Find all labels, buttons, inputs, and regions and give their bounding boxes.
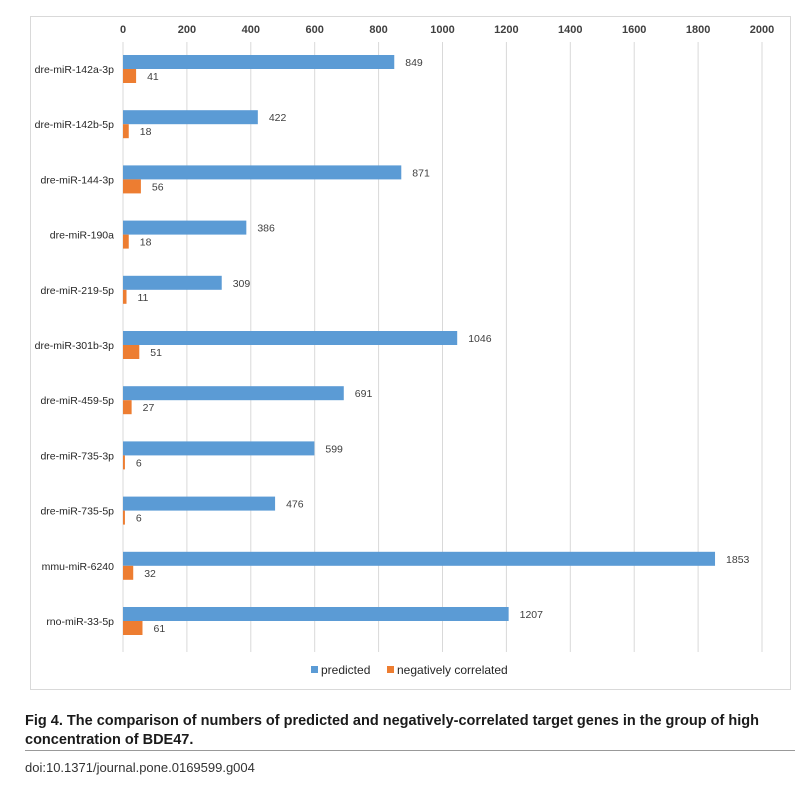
bar-predicted (123, 331, 458, 345)
data-labels: 849 41 422 18 871 56 386 18 309 11 1046 51 691 27 599 6… (136, 57, 750, 635)
category-label: dre-miR-735-3p (40, 450, 114, 462)
x-tick-label: 1800 (686, 24, 710, 36)
category-label: dre-miR-735-5p (40, 506, 114, 518)
bar-predicted (123, 607, 509, 621)
x-tick-label: 1600 (622, 24, 646, 36)
x-tick-label: 600 (306, 24, 324, 36)
x-tick-label: 1400 (558, 24, 582, 36)
bar-predicted (123, 110, 258, 125)
data-label: 27 (143, 402, 155, 414)
category-label: dre-miR-190a (50, 230, 114, 242)
data-label: 309 (233, 278, 251, 290)
bar-negatively-correlated (123, 510, 125, 525)
category-label: mmu-miR-6240 (42, 561, 115, 573)
gridlines (122, 42, 763, 652)
bars (123, 55, 716, 635)
category-labels: dre-miR-142a-3p dre-miR-142b-5p dre-miR-14… (35, 64, 115, 628)
data-label: 18 (140, 237, 152, 249)
legend-swatch-negatively-correlated (387, 666, 394, 673)
x-tick-label: 800 (369, 24, 387, 36)
data-label: 1853 (726, 554, 750, 566)
bar-negatively-correlated (123, 455, 125, 470)
data-label: 41 (147, 71, 159, 83)
doi-text: doi:10.1371/journal.pone.0169599.g004 (25, 760, 255, 775)
x-tick-label: 0 (120, 24, 126, 36)
x-tick-label: 400 (242, 24, 260, 36)
bar-predicted (123, 496, 276, 511)
data-label: 61 (153, 623, 165, 635)
bar-chart: 0 200 400 600 800 1000 1200 1400 1600 1800 2000 dr… (35, 24, 775, 677)
bar-negatively-correlated (123, 289, 127, 304)
category-label: dre-miR-301b-3p (35, 340, 115, 352)
category-label: dre-miR-144-3p (40, 174, 114, 186)
bar-negatively-correlated (123, 69, 137, 83)
data-label: 1046 (468, 333, 492, 345)
x-tick-label: 1000 (430, 24, 454, 36)
bar-predicted (123, 55, 395, 69)
chart-frame (30, 16, 791, 690)
figure-caption: Fig 4. The comparison of numbers of pred… (25, 712, 795, 750)
data-label: 691 (355, 388, 373, 400)
data-label: 6 (136, 513, 142, 525)
x-tick-label: 200 (178, 24, 196, 36)
category-label: dre-miR-142a-3p (35, 64, 115, 76)
bar-predicted (123, 275, 222, 290)
bar-negatively-correlated (123, 234, 129, 249)
bar-predicted (123, 551, 716, 566)
bar-negatively-correlated (123, 565, 134, 580)
data-label: 386 (257, 223, 275, 235)
data-label: 476 (286, 499, 304, 511)
data-label: 871 (412, 167, 430, 179)
data-label: 1207 (520, 609, 544, 621)
x-tick-label: 2000 (750, 24, 774, 36)
category-label: dre-miR-459-5p (40, 395, 114, 407)
data-label: 51 (150, 347, 162, 359)
data-label: 18 (140, 126, 152, 138)
data-label: 32 (144, 568, 156, 580)
x-axis-ticks: 0 200 400 600 800 1000 1200 1400 1600 1800 2000 (120, 24, 774, 36)
legend-label-predicted: predicted (321, 663, 370, 677)
category-label: rno-miR-33-5p (46, 616, 114, 628)
bar-negatively-correlated (123, 179, 141, 194)
bar-negatively-correlated (123, 621, 143, 635)
category-label: dre-miR-142b-5p (35, 119, 115, 131)
bar-predicted (123, 441, 315, 456)
legend: predicted negatively correlated (311, 663, 508, 677)
x-tick-label: 1200 (494, 24, 518, 36)
bar-negatively-correlated (123, 345, 140, 359)
bar-predicted (123, 386, 344, 401)
bar-predicted (123, 220, 247, 235)
bar-negatively-correlated (123, 124, 129, 139)
data-label: 599 (325, 443, 343, 455)
data-label: 6 (136, 457, 142, 469)
legend-swatch-predicted (311, 666, 318, 673)
bar-predicted (123, 165, 402, 180)
legend-label-negatively-correlated: negatively correlated (397, 663, 508, 677)
data-label: 849 (405, 57, 423, 69)
caption-divider (25, 750, 795, 751)
caption-label: Fig 4. (25, 713, 63, 729)
data-label: 56 (152, 181, 164, 193)
caption-text: The comparison of numbers of predicted a… (25, 713, 759, 748)
bar-negatively-correlated (123, 400, 132, 415)
data-label: 11 (138, 292, 149, 304)
category-label: dre-miR-219-5p (40, 285, 114, 297)
data-label: 422 (269, 112, 287, 124)
